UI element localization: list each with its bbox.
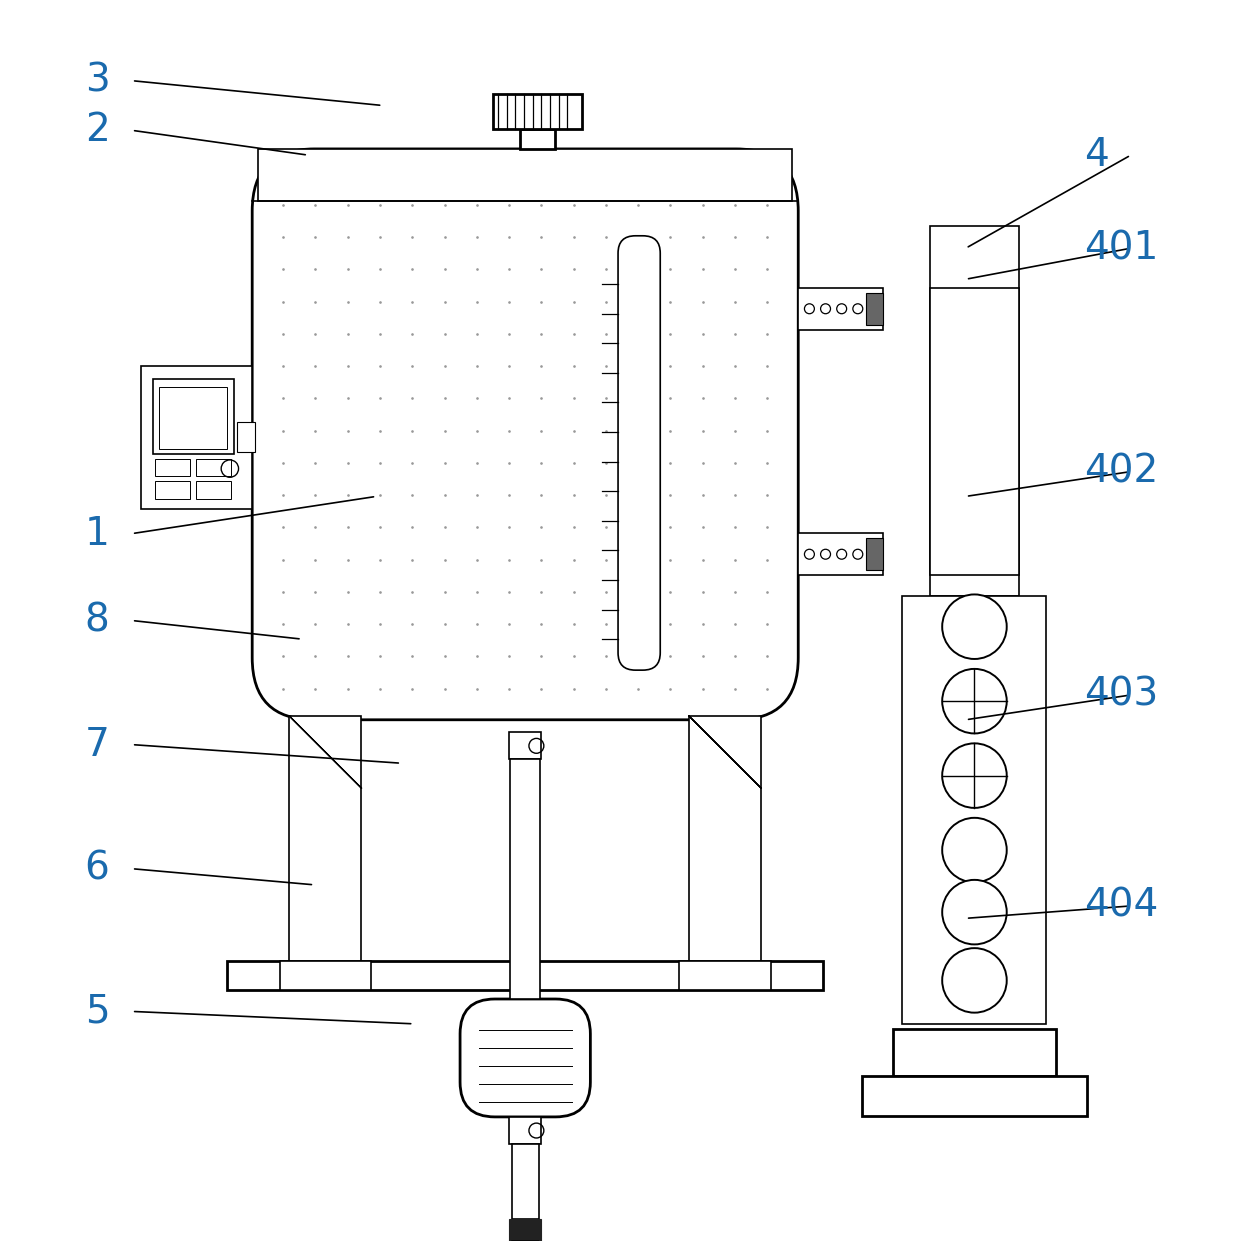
FancyBboxPatch shape	[618, 236, 661, 670]
Bar	[290, 716, 361, 962]
Text: 402: 402	[1084, 453, 1158, 490]
Bar	[259, 149, 792, 201]
Bar	[679, 961, 771, 990]
Bar	[903, 596, 1047, 1024]
Text: 8: 8	[85, 602, 110, 639]
Bar	[493, 94, 582, 129]
Bar	[521, 129, 555, 149]
Text: 3: 3	[85, 62, 110, 99]
Bar	[227, 961, 823, 990]
Bar	[510, 732, 541, 759]
Text: 401: 401	[1084, 230, 1158, 267]
Circle shape	[942, 948, 1007, 1013]
Bar	[196, 459, 231, 477]
Bar	[929, 288, 1019, 576]
Bar	[929, 226, 1019, 596]
Bar	[237, 422, 255, 452]
Text: 6: 6	[85, 850, 110, 887]
Bar	[862, 1076, 1088, 1116]
Circle shape	[942, 669, 1007, 733]
Bar	[152, 380, 234, 454]
Bar	[798, 288, 883, 330]
Text: 1: 1	[85, 515, 110, 552]
Bar	[159, 387, 227, 449]
Bar	[155, 482, 190, 499]
Text: 4: 4	[1084, 137, 1108, 174]
Bar	[510, 1219, 541, 1241]
Bar	[511, 759, 540, 999]
Bar	[689, 716, 761, 962]
Bar	[798, 534, 883, 576]
Bar	[280, 961, 371, 990]
Circle shape	[942, 594, 1007, 659]
Bar	[510, 1117, 541, 1144]
Text: 404: 404	[1084, 887, 1158, 925]
Bar	[867, 539, 883, 571]
Text: 403: 403	[1084, 676, 1158, 714]
Bar	[512, 1144, 538, 1219]
FancyBboxPatch shape	[460, 999, 591, 1117]
Bar	[196, 482, 231, 499]
Bar	[155, 459, 190, 477]
Circle shape	[942, 818, 1007, 882]
Bar	[893, 1029, 1057, 1076]
Circle shape	[942, 743, 1007, 808]
Bar	[867, 293, 883, 325]
Text: 2: 2	[85, 112, 110, 149]
Text: 7: 7	[85, 726, 110, 763]
Circle shape	[942, 880, 1007, 944]
Text: 5: 5	[85, 993, 110, 1030]
Bar	[140, 366, 252, 509]
